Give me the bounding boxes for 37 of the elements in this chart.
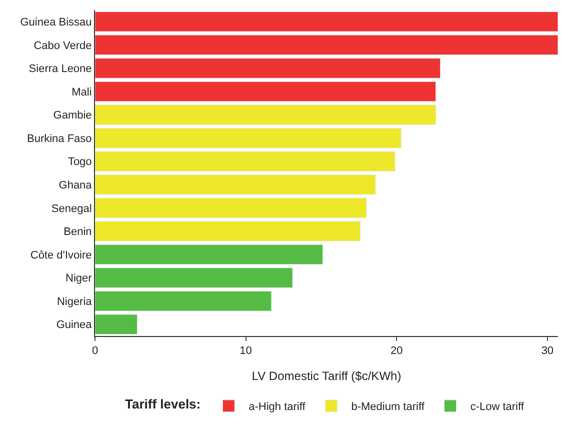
- bar: [95, 244, 323, 265]
- y-tick-label: Mali: [72, 86, 92, 98]
- bar: [95, 34, 558, 56]
- y-tick-label: Burkina Faso: [26, 132, 92, 145]
- y-tick-label: Senegal: [51, 202, 92, 215]
- y-tick-label: Nigeria: [56, 296, 93, 308]
- bar: [95, 151, 396, 172]
- x-tick-label: 0: [92, 345, 98, 358]
- bar: [95, 81, 436, 102]
- bar: [95, 221, 361, 242]
- bar: [95, 198, 367, 218]
- y-tick-label: Guinea: [56, 319, 93, 332]
- bar: [95, 290, 272, 312]
- y-tick-label: Ghana: [58, 179, 93, 192]
- bar: [95, 12, 558, 32]
- y-tick-label: Niger: [66, 272, 92, 285]
- y-tick-label: Benin: [64, 226, 92, 238]
- bar: [95, 128, 402, 148]
- y-tick-label: Guinea Bissau: [20, 16, 92, 28]
- y-tick-label: Togo: [68, 156, 92, 168]
- bar: [95, 314, 138, 334]
- x-tick-label: 30: [541, 345, 554, 358]
- x-axis-title: LV Domestic Tariff ($c/KWh): [252, 369, 402, 384]
- legend-label: b-Medium tariff: [351, 401, 426, 414]
- y-tick-label: Côte d'Ivoire: [30, 249, 92, 262]
- x-tick-label: 20: [390, 345, 403, 358]
- y-tick-label: Gambie: [53, 110, 92, 122]
- bar: [95, 104, 436, 125]
- y-tick-label: Sierra Leone: [28, 63, 92, 76]
- bar: [95, 174, 376, 195]
- legend-label: c-Low tariff: [470, 401, 525, 414]
- bar: [95, 268, 293, 288]
- y-tick-label: Cabo Verde: [34, 40, 92, 52]
- legend-label: a-High tariff: [248, 401, 306, 414]
- bar: [95, 58, 441, 78]
- x-tick-label: 10: [240, 345, 252, 358]
- legend-title: Tariff levels:: [125, 396, 201, 412]
